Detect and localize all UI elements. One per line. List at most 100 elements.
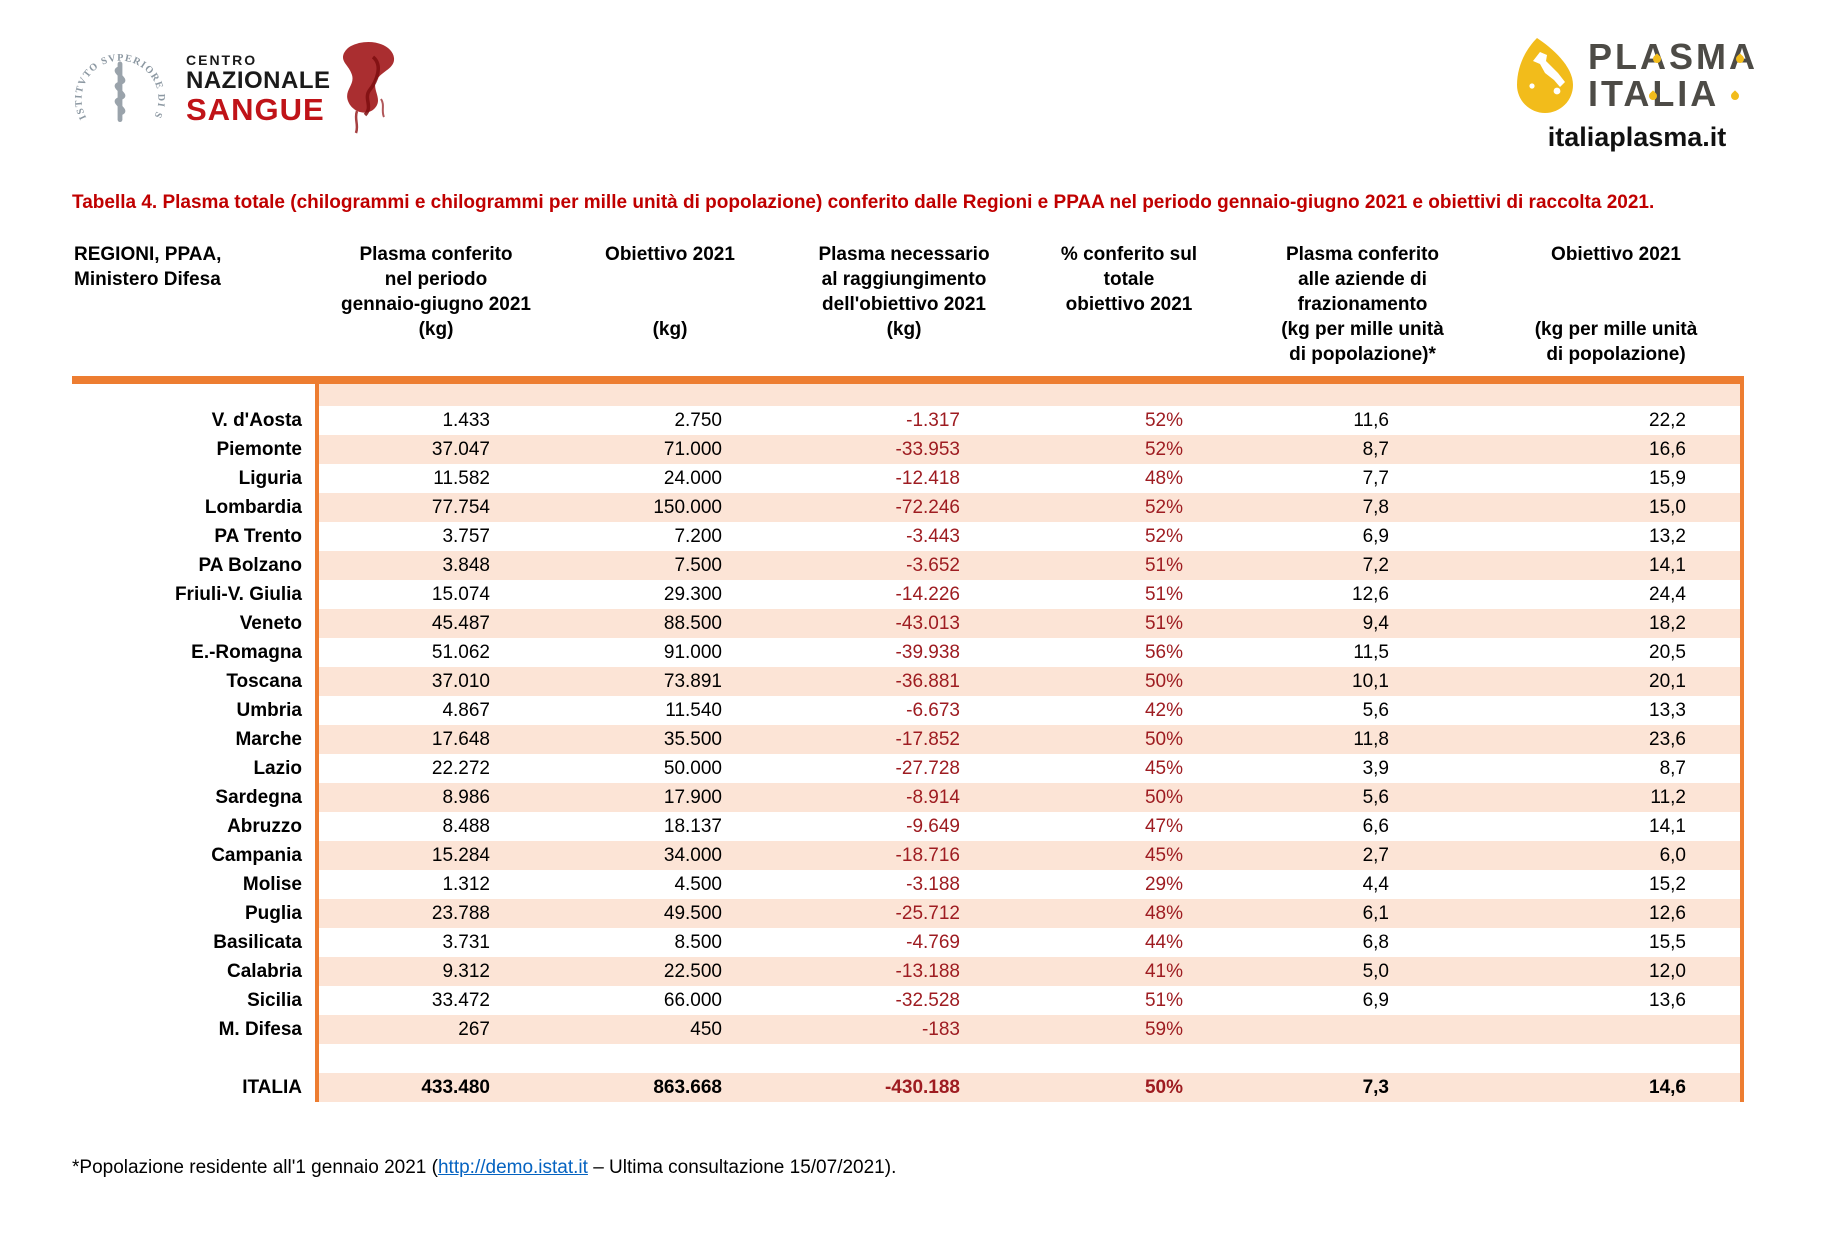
blood-splash-icon	[342, 41, 394, 134]
value-cell: 7,3	[1235, 1073, 1490, 1102]
value-cell: 50%	[1023, 783, 1235, 812]
value-cell: -12.418	[895, 468, 960, 489]
table-row: Sardegna 8.986 17.900 -8.914 50% 5,6 11,2	[72, 783, 1744, 812]
value-cell: 77.754	[317, 493, 555, 522]
value-cell: 16,6	[1490, 435, 1744, 464]
value-cell: 51%	[1144, 990, 1183, 1011]
value-cell: 1.312	[442, 874, 490, 895]
value-cell: 8.488	[442, 816, 490, 837]
col-header-plasma-necessario: Plasma necessario al raggiungimento dell…	[785, 238, 1023, 384]
value-cell: 11.582	[433, 468, 490, 489]
value-cell: 15,9	[1490, 464, 1744, 493]
value-cell: 37.010	[317, 667, 555, 696]
value-cell: 1.433	[442, 410, 490, 431]
value-cell: -4.769	[906, 932, 960, 953]
table-row: Calabria 9.312 22.500 -13.188 41% 5,0 12,0	[72, 957, 1744, 986]
region-cell: Puglia	[72, 899, 319, 928]
value-cell: 15,5	[1490, 928, 1744, 957]
value-cell: 8,7	[1490, 754, 1744, 783]
region-cell: V. d'Aosta	[72, 406, 319, 435]
footnote-prefix: *Popolazione residente all'1 gennaio 202…	[72, 1157, 438, 1178]
value-cell: 45.487	[317, 609, 555, 638]
iss-emblem-icon: ISTITVTO SVPERIORE DI SANITÀ	[72, 36, 165, 123]
value-cell: -18.716	[785, 841, 1023, 870]
value-cell: 52%	[1023, 493, 1235, 522]
value-cell: 56%	[1144, 642, 1183, 663]
plasma-wordmark: PLASMA ITALIA	[1588, 38, 1758, 112]
value-cell: 7,2	[1235, 551, 1490, 580]
table-row: Umbria 4.867 11.540 -6.673 42% 5,6 13,3	[72, 696, 1744, 725]
region-cell	[72, 1044, 319, 1073]
region-cell: Abruzzo	[72, 812, 319, 841]
table-row: Puglia 23.788 49.500 -25.712 48% 6,1 12,6	[72, 899, 1744, 928]
value-cell	[1235, 1015, 1490, 1044]
value-cell: -6.673	[906, 700, 960, 721]
table-row: V. d'Aosta 1.433 2.750 -1.317 52% 11,6 22,2	[72, 406, 1744, 435]
value-cell: -32.528	[895, 990, 960, 1011]
cns-line3: SANGUE	[186, 92, 325, 127]
value-cell: 24.000	[663, 468, 722, 489]
value-cell: 15,0	[1490, 493, 1744, 522]
value-cell: 13,2	[1490, 522, 1744, 551]
region-cell	[72, 380, 319, 406]
value-cell	[1490, 1015, 1744, 1044]
region-cell: M. Difesa	[72, 1015, 319, 1044]
value-cell: 14,1	[1490, 551, 1744, 580]
value-cell: 863.668	[555, 1073, 785, 1102]
value-cell: 18,2	[1490, 609, 1744, 638]
value-cell: 15,2	[1490, 870, 1744, 899]
value-cell: 88.500	[555, 609, 785, 638]
value-cell: 13,6	[1490, 986, 1744, 1015]
value-cell: 29%	[1144, 874, 1183, 895]
col-header-pct-conferito: % conferito sul totale obiettivo 2021	[1023, 238, 1235, 384]
value-cell: 267	[317, 1015, 555, 1044]
table-row: Basilicata 3.731 8.500 -4.769 44% 6,8 15,5	[72, 928, 1744, 957]
italia-word: ITALIA	[1588, 75, 1758, 112]
table-row: Marche 17.648 35.500 -17.852 50% 11,8 23,6	[72, 725, 1744, 754]
region-cell: Piemonte	[72, 435, 319, 464]
value-cell: 7.500	[555, 551, 785, 580]
table-row: PA Trento 3.757 7.200 -3.443 52% 6,9 13,2	[72, 522, 1744, 551]
value-cell: 11,8	[1235, 725, 1490, 754]
value-cell: 50%	[1023, 1073, 1235, 1102]
value-cell: 14,1	[1490, 812, 1744, 841]
value-cell: 6,9	[1362, 990, 1389, 1011]
footnote: *Popolazione residente all'1 gennaio 202…	[72, 1157, 1760, 1179]
region-cell: Calabria	[72, 957, 319, 986]
letter-drop-icon	[1729, 90, 1741, 102]
value-cell: 450	[555, 1015, 785, 1044]
value-cell: -183	[785, 1015, 1023, 1044]
site-url: italiaplasma.it	[1547, 122, 1727, 152]
istat-link[interactable]: http://demo.istat.it	[437, 1157, 588, 1178]
value-cell: 3.731	[442, 932, 490, 953]
table-head: REGIONI, PPAA, Ministero Difesa Plasma c…	[72, 238, 1742, 384]
value-cell: 13,3	[1490, 696, 1744, 725]
value-cell: 8.500	[674, 932, 722, 953]
value-cell: 2,7	[1235, 841, 1490, 870]
value-cell: 7,8	[1235, 493, 1490, 522]
value-cell	[1023, 380, 1235, 406]
value-cell: 71.000	[555, 435, 785, 464]
value-cell: 4.500	[674, 874, 722, 895]
value-cell: -33.953	[785, 435, 1023, 464]
value-cell	[1235, 380, 1490, 406]
value-cell: -25.712	[785, 899, 1023, 928]
value-cell: 52%	[1144, 410, 1183, 431]
value-cell: 51%	[1144, 584, 1183, 605]
col-header-obiettivo-kg: Obiettivo 2021 (kg)	[555, 238, 785, 384]
header-row: REGIONI, PPAA, Ministero Difesa Plasma c…	[72, 238, 1742, 384]
value-cell: 33.472	[431, 990, 490, 1011]
value-cell: 59%	[1023, 1015, 1235, 1044]
spacer-row	[72, 380, 1744, 406]
value-cell: 433.480	[317, 1073, 555, 1102]
spacer-row	[72, 1044, 1744, 1073]
value-cell: 35.500	[555, 725, 785, 754]
table-row: Lombardia 77.754 150.000 -72.246 52% 7,8 15,0	[72, 493, 1744, 522]
cns-line2: NAZIONALE	[186, 67, 331, 94]
value-cell: 22.500	[555, 957, 785, 986]
value-cell	[785, 380, 1023, 406]
value-cell: 11,2	[1490, 783, 1744, 812]
table-row: Lazio 22.272 50.000 -27.728 45% 3,9 8,7	[72, 754, 1744, 783]
region-cell: Campania	[72, 841, 319, 870]
value-cell: 12,0	[1490, 957, 1744, 986]
